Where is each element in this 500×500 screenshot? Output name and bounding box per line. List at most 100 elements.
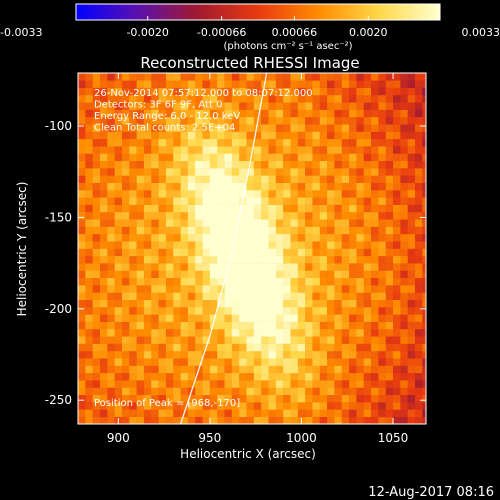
heatmap-cell [78, 321, 86, 330]
heatmap-cell [85, 248, 93, 257]
heatmap-cell [143, 73, 152, 81]
heatmap-cell [393, 307, 401, 315]
heatmap-cell [187, 255, 196, 264]
heatmap-cell [393, 211, 401, 220]
heatmap-cell [158, 204, 167, 213]
heatmap-cell [407, 343, 416, 352]
heatmap-cell [158, 409, 167, 417]
heatmap-cell [378, 87, 387, 96]
heatmap-cell [275, 182, 284, 191]
heatmap-cell [319, 402, 328, 410]
heatmap-cell [371, 131, 379, 140]
heatmap-cell [107, 292, 115, 300]
heatmap-cell [78, 241, 86, 249]
heatmap-cell [114, 131, 123, 140]
heatmap-cell [180, 416, 189, 424]
heatmap-cell [85, 109, 93, 118]
heatmap-cell [246, 387, 255, 396]
heatmap-cell [327, 138, 335, 147]
heatmap-cell [415, 182, 423, 191]
heatmap-cell [78, 307, 86, 315]
heatmap-cell [283, 175, 291, 183]
heatmap-cell [297, 307, 306, 315]
heatmap-cell [114, 328, 123, 337]
heatmap-cell [239, 321, 247, 330]
heatmap-cell [261, 402, 269, 410]
heatmap-cell [136, 80, 145, 88]
heatmap-cell [356, 168, 365, 176]
heatmap-cell [356, 204, 365, 213]
heatmap-cell [209, 358, 218, 366]
heatmap-cell [349, 233, 357, 242]
heatmap-cell [187, 350, 196, 359]
heatmap-cell [356, 358, 365, 366]
heatmap-cell [202, 394, 211, 403]
heatmap-cell [151, 314, 159, 322]
heatmap-cell [275, 248, 284, 257]
heatmap-cell [180, 255, 189, 264]
heatmap-cell [99, 190, 108, 198]
heatmap-cell [268, 321, 277, 330]
heatmap-cell [363, 211, 372, 220]
heatmap-cell [363, 109, 372, 118]
heatmap-cell [224, 270, 233, 279]
heatmap-cell [107, 190, 115, 198]
heatmap-cell [297, 277, 306, 286]
heatmap-cell [378, 285, 387, 293]
heatmap-cell [78, 204, 86, 213]
heatmap-cell [151, 270, 159, 279]
heatmap-cell [393, 387, 401, 396]
heatmap-cell [92, 248, 101, 257]
heatmap-cell [195, 263, 203, 271]
heatmap-cell [312, 190, 321, 198]
heatmap-cell [136, 94, 145, 103]
heatmap-cell [136, 102, 145, 110]
heatmap-cell [261, 146, 269, 154]
heatmap-cell [305, 190, 313, 198]
heatmap-cell [371, 263, 379, 271]
heatmap-cell [415, 285, 423, 293]
heatmap-cell [341, 336, 350, 344]
heatmap-cell [290, 87, 299, 96]
heatmap-cell [158, 116, 167, 125]
heatmap-cell [385, 94, 394, 103]
heatmap-cell [136, 409, 145, 417]
heatmap-cell [407, 248, 416, 257]
heatmap-cell [180, 285, 189, 293]
heatmap-cell [407, 73, 416, 81]
heatmap-cell [165, 387, 174, 396]
heatmap-cell [341, 380, 350, 388]
heatmap-cell [371, 416, 379, 424]
heatmap-cell [275, 94, 284, 103]
heatmap-cell [224, 80, 233, 88]
heatmap-cell [297, 190, 306, 198]
heatmap-cell [319, 124, 328, 132]
heatmap-cell [253, 372, 262, 381]
heatmap-cell [422, 80, 426, 88]
heatmap-cell [136, 350, 145, 359]
heatmap-cell [143, 416, 152, 424]
heatmap-cell [92, 372, 101, 381]
heatmap-cell [217, 328, 225, 337]
heatmap-cell [393, 380, 401, 388]
heatmap-cell [195, 350, 203, 359]
heatmap-cell [334, 292, 343, 300]
heatmap-cell [327, 270, 335, 279]
heatmap-cell [371, 190, 379, 198]
heatmap-cell [371, 94, 379, 103]
heatmap-cell [275, 307, 284, 315]
x-axis: 900 950 1000 1050 [107, 73, 408, 445]
heatmap-cell [92, 409, 101, 417]
heatmap-cell [231, 87, 240, 96]
heatmap-cell [224, 102, 233, 110]
heatmap-cell [99, 219, 108, 227]
heatmap-cell [180, 131, 189, 140]
heatmap-cell [136, 380, 145, 388]
heatmap-cell [107, 387, 115, 396]
heatmap-cell [356, 321, 365, 330]
heatmap-cell [129, 285, 137, 293]
heatmap-cell [209, 219, 218, 227]
heatmap-cell [165, 394, 174, 403]
heatmap-cell [85, 73, 93, 81]
heatmap-cell [261, 292, 269, 300]
